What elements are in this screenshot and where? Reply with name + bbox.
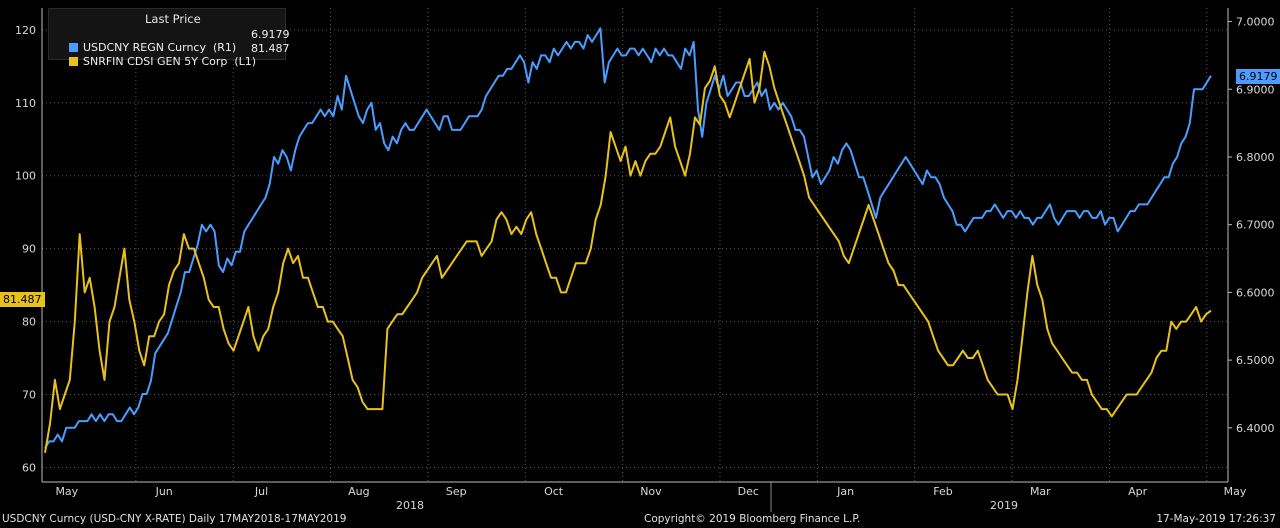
legend-value-snrfin: 81.487 — [251, 42, 290, 55]
grid-lines — [42, 8, 1228, 482]
x-tick-label: May — [1224, 485, 1247, 498]
x-tick-label: Apr — [1128, 485, 1148, 498]
footer-copyright: Copyright© 2019 Bloomberg Finance L.P. — [644, 513, 861, 525]
right-tick-label: 6.6000 — [1236, 286, 1275, 299]
left-tick-label: 110 — [15, 97, 36, 110]
footer-timestamp: 17-May-2019 17:26:37 — [1156, 513, 1276, 525]
legend-row-snrfin: SNRFIN CDSI GEN 5Y Corp (L1) 81.487 — [55, 42, 290, 68]
left-tick-label: 120 — [15, 24, 36, 37]
x-tick-label: Mar — [1030, 485, 1051, 498]
right-tick-label: 6.4000 — [1236, 422, 1275, 435]
right-tick-label: 6.5000 — [1236, 354, 1275, 367]
right-last-price-tag: 6.9179 — [1236, 69, 1280, 84]
left-tick-label: 90 — [22, 243, 36, 256]
axis-frame — [41, 8, 1229, 483]
x-tick-label: Jul — [254, 485, 268, 498]
left-tick-label: 70 — [22, 388, 36, 401]
left-tick-label: 60 — [22, 461, 36, 474]
left-tick-label: 100 — [15, 170, 36, 183]
left-last-price-tag: 81.487 — [0, 292, 45, 307]
usdcny-series-line — [44, 27, 1212, 449]
legend-label-usdcny: USDCNY REGN Curncy (R1) — [83, 41, 237, 54]
left-tick-label: 80 — [22, 316, 36, 329]
legend-value-usdcny: 6.9179 — [251, 28, 290, 41]
snrfin-series-line — [44, 50, 1212, 453]
right-tick-label: 6.9000 — [1236, 83, 1275, 96]
right-tick-label: 7.0000 — [1236, 16, 1275, 29]
x-tick-label: Aug — [348, 485, 369, 498]
footer-series-info: USDCNY Curncy (USD-CNY X-RATE) Daily 17M… — [2, 513, 347, 525]
x-tick-label: Nov — [640, 485, 662, 498]
legend-label-snrfin: SNRFIN CDSI GEN 5Y Corp (L1) — [83, 55, 257, 68]
x-tick-label: Dec — [738, 485, 759, 498]
x-tick-label: May — [55, 485, 78, 498]
left-axis-ticks: 120 110 100 90 80 70 60 — [15, 24, 36, 475]
year-labels: 2018 2019 — [396, 482, 1018, 512]
series-lines — [44, 27, 1212, 453]
year-label-2018: 2018 — [396, 499, 424, 512]
x-axis-ticks: May Jun Jul Aug Sep Oct Nov Dec Jan Feb Mar Apr May — [55, 485, 1246, 498]
x-tick-label: Feb — [933, 485, 952, 498]
legend: Last Price USDCNY REGN Curncy (R1) 6.917… — [48, 8, 290, 68]
legend-swatch-snrfin — [69, 57, 78, 66]
legend-swatch-usdcny — [69, 43, 78, 52]
year-label-2019: 2019 — [990, 499, 1018, 512]
x-tick-label: Sep — [446, 485, 467, 498]
right-tick-label: 6.7000 — [1236, 219, 1275, 232]
legend-title: Last Price — [145, 12, 201, 26]
x-tick-label: Jun — [155, 485, 173, 498]
right-axis-ticks: 7.0000 6.9000 6.8000 6.7000 6.6000 6.5000 6.40… — [1228, 16, 1275, 435]
x-tick-label: Jan — [836, 485, 854, 498]
right-tick-label: 6.8000 — [1236, 151, 1275, 164]
legend-row-usdcny: USDCNY REGN Curncy (R1) 6.9179 — [55, 28, 290, 54]
x-tick-label: Oct — [544, 485, 564, 498]
